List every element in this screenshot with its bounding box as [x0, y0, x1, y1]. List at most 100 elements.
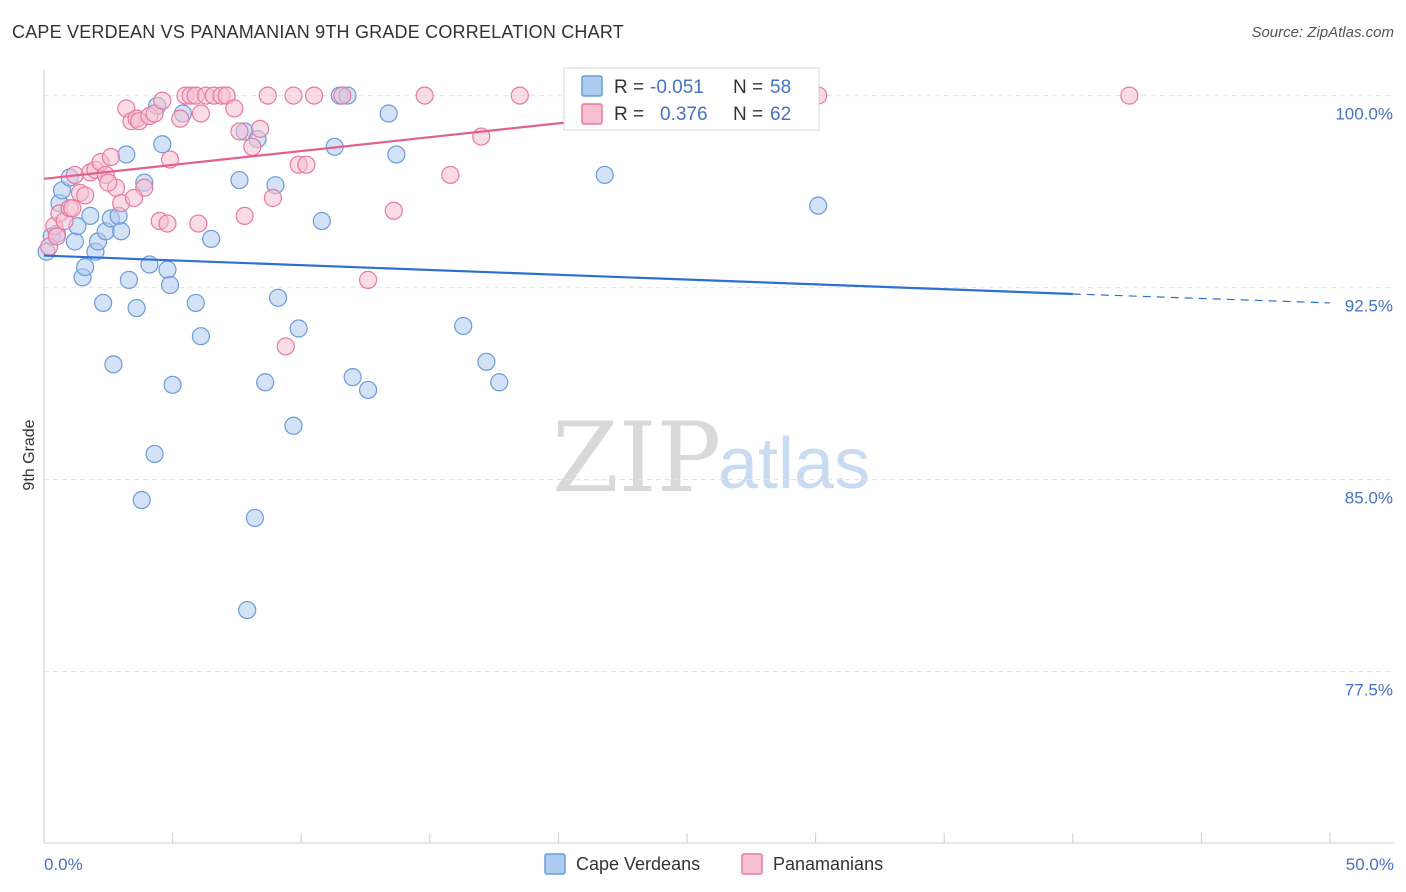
point-0-35	[230, 170, 249, 190]
y-tick-labels: 100.0% 92.5% 85.0% 77.5%	[1335, 105, 1393, 700]
point-0-19	[117, 145, 136, 164]
point-1-38	[243, 137, 262, 156]
bottom-legend-label-cape-verdeans: Cape Verdeans	[576, 854, 700, 874]
point-0-13	[94, 293, 113, 313]
point-0-29	[160, 275, 180, 295]
legend-swatch-cape-verdeans	[581, 75, 603, 97]
point-1-59	[124, 188, 144, 208]
point-1-55	[1120, 86, 1139, 105]
source-label: Source: ZipAtlas.com	[1251, 24, 1394, 41]
x-tick-label-1: 50.0%	[1346, 855, 1394, 874]
point-0-34	[202, 229, 221, 249]
legend-r-label-1: R =	[614, 77, 644, 98]
point-1-23	[153, 91, 172, 110]
bottom-legend-swatch-panamanians	[741, 853, 763, 875]
point-1-30	[191, 104, 210, 123]
point-1-48	[384, 201, 403, 220]
point-1-49	[415, 86, 434, 105]
point-1-42	[284, 86, 303, 105]
point-1-40	[258, 86, 277, 105]
data-points	[37, 86, 1139, 620]
point-0-37	[238, 600, 257, 620]
point-1-50	[441, 165, 460, 185]
point-0-6	[65, 232, 84, 251]
point-1-61	[263, 188, 283, 208]
point-0-22	[132, 490, 151, 510]
point-0-27	[153, 135, 172, 154]
point-1-37	[235, 206, 254, 225]
point-1-60	[189, 214, 208, 233]
point-0-55	[490, 373, 509, 392]
point-0-28	[158, 260, 177, 279]
watermark-zip: ZIP	[552, 402, 721, 514]
point-0-20	[119, 270, 138, 289]
legend-r-label-2: R =	[614, 104, 644, 125]
point-1-44	[297, 155, 316, 174]
point-1-58	[99, 173, 118, 192]
legend-r-value-2: 0.376	[660, 104, 708, 125]
point-1-12	[101, 147, 120, 167]
point-0-33	[191, 327, 210, 346]
trend-line-extension-0	[1072, 293, 1331, 304]
chart-title: CAPE VERDEAN VS PANAMANIAN 9TH GRADE COR…	[12, 22, 624, 42]
x-tick-labels: 0.0% 50.0%	[44, 855, 1394, 874]
stats-legend-box	[563, 67, 820, 131]
point-0-38	[245, 508, 265, 528]
point-1-56	[47, 227, 66, 246]
bottom-legend-label-panamanians: Panamanians	[773, 854, 883, 874]
point-0-50	[358, 380, 378, 400]
legend-n-value-2: 62	[770, 104, 791, 125]
point-0-51	[379, 104, 398, 123]
legend-n-value-1: 58	[770, 77, 791, 98]
point-0-18	[112, 222, 131, 241]
point-1-41	[276, 337, 295, 356]
point-1-26	[171, 109, 190, 128]
y-tick-label-1: 92.5%	[1345, 297, 1393, 316]
trend-line-0	[43, 254, 1073, 296]
legend-swatch-panamanians	[581, 103, 603, 125]
point-1-46	[333, 86, 352, 105]
watermark-atlas: atlas	[718, 424, 870, 504]
axes	[43, 70, 1394, 844]
point-1-57	[63, 199, 82, 218]
y-tick-label-3: 77.5%	[1345, 681, 1393, 700]
stats-legend: R = -0.051 N = 58 R = 0.376 N = 62	[563, 67, 820, 131]
watermark: ZIP atlas	[552, 402, 870, 514]
point-0-54	[477, 352, 496, 371]
point-0-40	[256, 373, 275, 392]
point-1-35	[225, 99, 244, 118]
point-0-52	[387, 145, 406, 164]
point-0-43	[284, 416, 303, 435]
point-1-52	[510, 86, 529, 105]
point-1-39	[250, 119, 270, 138]
x-tick-label-0: 0.0%	[44, 855, 83, 874]
series-legend: Cape Verdeans Panamanians	[544, 853, 883, 875]
point-0-30	[163, 375, 182, 394]
point-0-32	[186, 293, 205, 313]
point-1-47	[358, 270, 378, 289]
point-0-16	[104, 355, 123, 374]
point-1-7	[76, 186, 95, 205]
legend-n-label-1: N =	[733, 77, 763, 98]
series-1-points	[40, 86, 1139, 356]
y-tick-label-0: 100.0%	[1335, 105, 1393, 124]
point-0-44	[289, 319, 308, 338]
point-1-45	[304, 86, 324, 105]
point-0-9	[76, 257, 95, 277]
point-0-21	[127, 298, 146, 318]
point-0-53	[454, 316, 473, 336]
point-0-25	[145, 444, 164, 464]
bottom-legend-swatch-cape-verdeans	[544, 853, 566, 875]
point-0-45	[312, 211, 331, 231]
point-1-36	[230, 122, 249, 141]
y-axis-title: 9th Grade	[21, 419, 38, 490]
point-0-42	[268, 288, 288, 307]
legend-n-label-2: N =	[733, 104, 763, 125]
legend-r-value-1: -0.051	[650, 77, 704, 98]
point-0-10	[81, 206, 100, 225]
y-tick-label-2: 85.0%	[1345, 489, 1393, 508]
point-0-56	[595, 165, 614, 185]
point-1-24	[158, 214, 177, 233]
point-0-57	[809, 196, 828, 215]
